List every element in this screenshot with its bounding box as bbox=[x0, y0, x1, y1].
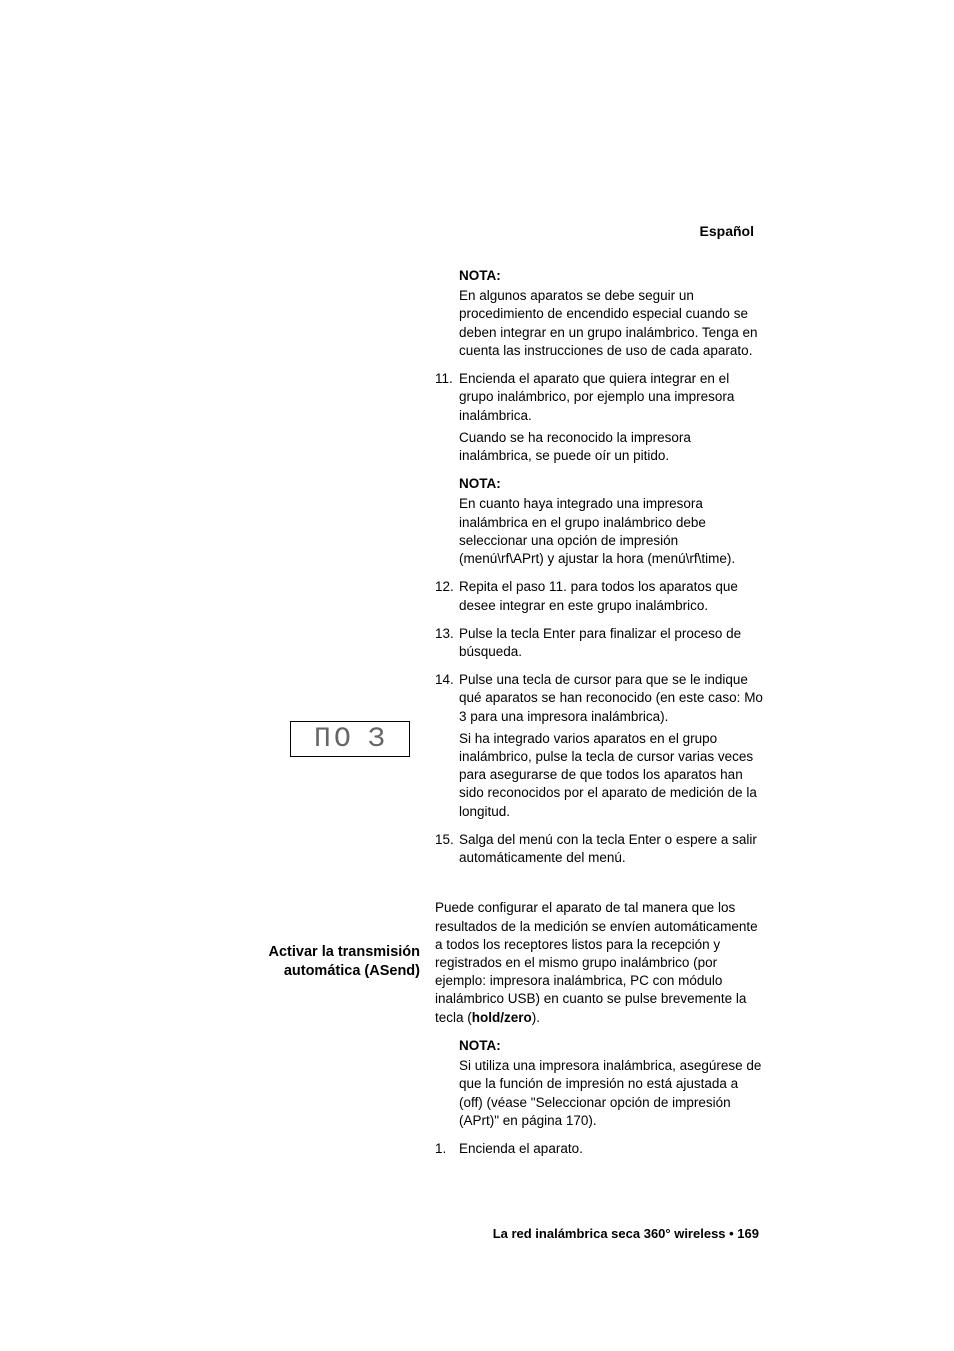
step-15-num: 15. bbox=[435, 831, 459, 867]
nota-2-text: En cuanto haya integrado una impresora i… bbox=[459, 495, 765, 568]
step-14-num: 14. bbox=[435, 671, 459, 726]
content-area: П О З Activar la transmisión automática … bbox=[210, 267, 764, 1158]
heading-line-2: automática (ASend) bbox=[284, 963, 420, 979]
nota-2-label: NOTA: bbox=[459, 475, 765, 493]
hold-zero-key: hold/zero bbox=[472, 1010, 532, 1025]
step-12-text: Repita el paso 11. para todos los aparat… bbox=[459, 578, 765, 614]
step-13-num: 13. bbox=[435, 625, 459, 661]
step-15: 15. Salga del menú con la tecla Enter o … bbox=[435, 831, 765, 867]
step-1b-num: 1. bbox=[435, 1140, 459, 1158]
language-header: Español bbox=[210, 223, 764, 239]
lcd-char-3: З bbox=[368, 724, 386, 755]
lcd-display: П О З bbox=[290, 721, 410, 757]
nota-3-text: Si utiliza una impresora inalámbrica, as… bbox=[459, 1057, 765, 1130]
step-12: 12. Repita el paso 11. para todos los ap… bbox=[435, 578, 765, 614]
step-11-num: 11. bbox=[435, 370, 459, 425]
step-13: 13. Pulse la tecla Enter para finalizar … bbox=[435, 625, 765, 661]
step-11-cont: Cuando se ha reconocido la impresora ina… bbox=[459, 429, 765, 465]
step-1b-text: Encienda el aparato. bbox=[459, 1140, 765, 1158]
nota-1-text: En algunos aparatos se debe seguir un pr… bbox=[459, 287, 765, 360]
asend-paragraph: Puede configurar el aparato de tal maner… bbox=[435, 899, 765, 1027]
heading-line-1: Activar la transmisión bbox=[269, 944, 421, 960]
right-column: NOTA: En algunos aparatos se debe seguir… bbox=[435, 267, 765, 1158]
asend-para-before: Puede configurar el aparato de tal maner… bbox=[435, 900, 758, 1024]
page-footer: La red inalámbrica seca 360° wireless • … bbox=[493, 1226, 759, 1241]
step-11: 11. Encienda el aparato que quiera integ… bbox=[435, 370, 765, 425]
step-11-text: Encienda el aparato que quiera integrar … bbox=[459, 370, 765, 425]
step-14: 14. Pulse una tecla de cursor para que s… bbox=[435, 671, 765, 726]
asend-para-after: ). bbox=[532, 1010, 540, 1025]
lcd-char-1: П bbox=[314, 724, 332, 755]
step-14-cont: Si ha integrado varios aparatos en el gr… bbox=[459, 730, 765, 821]
lcd-char-2: О bbox=[334, 724, 352, 755]
step-15-text: Salga del menú con la tecla Enter o espe… bbox=[459, 831, 765, 867]
nota-3-label: NOTA: bbox=[459, 1037, 765, 1055]
step-1b: 1. Encienda el aparato. bbox=[435, 1140, 765, 1158]
step-14-text: Pulse una tecla de cursor para que se le… bbox=[459, 671, 765, 726]
section-heading-asend: Activar la transmisión automática (ASend… bbox=[210, 943, 420, 981]
step-12-num: 12. bbox=[435, 578, 459, 614]
nota-1-label: NOTA: bbox=[459, 267, 765, 285]
step-13-text: Pulse la tecla Enter para finalizar el p… bbox=[459, 625, 765, 661]
